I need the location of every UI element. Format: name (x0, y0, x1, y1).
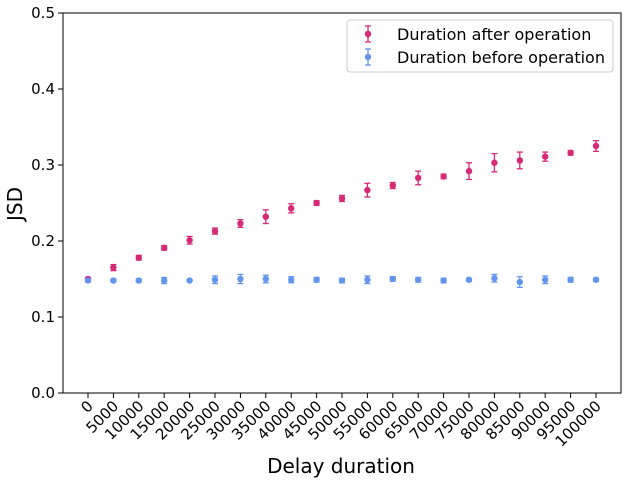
data-point (313, 276, 320, 283)
data-point (237, 220, 244, 227)
data-point (567, 276, 574, 283)
data-point (135, 254, 142, 261)
x-axis: 0500010000150002000025000300003500040000… (77, 393, 605, 450)
y-tick-label: 0.2 (31, 232, 55, 250)
legend-label: Duration after operation (397, 25, 591, 44)
series-1 (84, 140, 600, 283)
y-tick-label: 0.1 (31, 308, 55, 326)
data-point (465, 167, 473, 175)
data-point (440, 277, 447, 284)
data-point (491, 159, 498, 166)
legend-marker (364, 30, 372, 38)
y-axis-title: JSD (3, 187, 27, 223)
y-tick-label: 0.3 (31, 156, 55, 174)
data-point (211, 276, 219, 283)
data-point (186, 237, 193, 244)
data-point (389, 275, 396, 283)
data-point (186, 277, 193, 284)
data-point (364, 186, 371, 194)
series-layer (84, 140, 600, 289)
data-point (262, 213, 269, 220)
data-point (338, 195, 346, 202)
data-point (415, 276, 422, 283)
data-point (415, 174, 422, 182)
data-point (592, 276, 600, 283)
data-point (465, 276, 473, 283)
data-point (313, 199, 320, 207)
y-axis: 0.0 0.1 0.2 0.3 0.4 0.5 (31, 4, 63, 402)
legend-marker (364, 53, 372, 61)
data-point (288, 276, 295, 283)
data-point (135, 277, 142, 284)
data-point (491, 275, 498, 282)
data-point (110, 264, 117, 271)
legend-box (346, 19, 614, 73)
data-point (338, 277, 346, 284)
data-point (542, 276, 549, 283)
data-point (516, 157, 523, 164)
data-point (542, 153, 549, 160)
x-axis-title: Delay duration (267, 454, 415, 478)
data-point (440, 173, 447, 180)
y-tick-label: 0.4 (31, 80, 55, 98)
data-point (161, 244, 168, 252)
data-point (592, 142, 600, 150)
data-point (110, 277, 117, 284)
data-point (288, 205, 295, 212)
y-tick-label: 0.5 (31, 4, 55, 22)
data-point (237, 275, 244, 283)
data-point (211, 227, 219, 235)
data-point (262, 275, 269, 283)
data-point (364, 276, 371, 283)
data-point (84, 277, 92, 284)
data-point (567, 149, 574, 157)
legend: Duration after operation Duration before … (346, 19, 614, 73)
series-2 (84, 273, 600, 289)
data-point (389, 182, 396, 189)
data-point (516, 278, 523, 286)
data-point (161, 277, 168, 284)
y-tick-label: 0.0 (31, 384, 55, 402)
legend-label: Duration before operation (397, 48, 605, 67)
